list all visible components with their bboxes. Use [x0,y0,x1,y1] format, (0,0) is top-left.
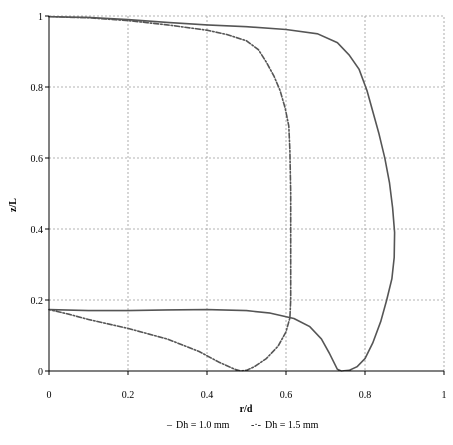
y-tick-label-4: 0.8 [31,83,44,94]
legend-marker-1: – [166,420,173,431]
y-tick-label-5: 1 [38,12,43,23]
series-layer [48,15,396,372]
grid [48,15,445,372]
x-tick-label-2: 0.4 [201,390,214,401]
y-tick-label-3: 0.6 [31,154,44,165]
series-line-2 [48,15,292,372]
x-tick-label-3: 0.6 [280,390,293,401]
x-axis-label: r/d [240,404,253,415]
x-tick-label-4: 0.8 [359,390,372,401]
x-tick-label-1: 0.2 [122,390,135,401]
y-tick-label-2: 0.4 [31,225,44,236]
x-tick-label-0: 0 [47,390,52,401]
y-axis-label: z/L [8,198,19,212]
tick-labels: 0 0.2 0.4 0.6 0.8 1 0 0.2 0.4 0.6 0.8 1 [31,12,447,401]
series-line-1 [48,15,396,372]
plot-frame [48,15,445,372]
legend-marker-2: -·- [251,420,261,431]
y-tick-label-1: 0.2 [31,296,44,307]
y-tick-label-0: 0 [38,367,43,378]
legend-label-2: Dh = 1.5 mm [265,420,319,431]
legend-label-1: Dh = 1.0 mm [176,420,230,431]
x-tick-label-5: 1 [442,390,447,401]
legend: – Dh = 1.0 mm -·- Dh = 1.5 mm [166,420,319,431]
axes [45,15,445,375]
